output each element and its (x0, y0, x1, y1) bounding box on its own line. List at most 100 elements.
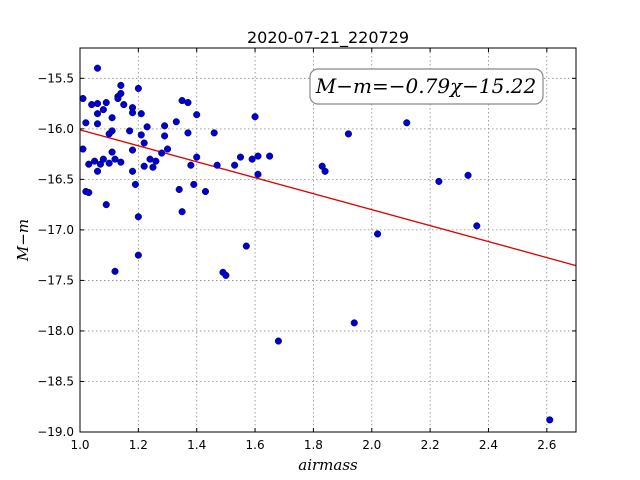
data-point (93, 110, 102, 118)
y-tick-label: −16.0 (37, 122, 74, 136)
data-point (134, 84, 142, 92)
data-point (102, 201, 110, 209)
data-point (222, 271, 230, 279)
data-point (79, 94, 87, 103)
y-tick-label: −17.0 (37, 223, 74, 237)
data-point (350, 319, 358, 327)
x-tick-label: 2.2 (421, 438, 440, 452)
data-point (143, 123, 151, 131)
axis-ticks: 1.0 1.2 1.4 1.6 1.8 2.0 2.2 2.4 2.6 −15.5 −16.0 −16… (37, 48, 576, 452)
data-point (473, 222, 481, 230)
x-tick-label: 1.4 (187, 438, 206, 452)
data-point (128, 167, 137, 175)
data-point (128, 109, 137, 117)
data-point (193, 111, 201, 119)
data-point (137, 110, 145, 118)
data-point (158, 149, 166, 157)
y-axis-label: M−m (14, 219, 32, 262)
data-point (344, 130, 352, 138)
data-point (131, 180, 139, 188)
x-tick-label: 2.4 (479, 438, 498, 452)
x-axis-label: airmass (298, 456, 358, 474)
data-point (251, 113, 259, 121)
data-point (152, 157, 160, 165)
data-point (108, 127, 116, 135)
data-point (254, 152, 262, 160)
data-point (93, 120, 102, 128)
fit-annotation-box: M−m=−0.79χ−15.22 (309, 68, 544, 105)
data-point (140, 139, 148, 147)
data-point (117, 89, 125, 98)
y-tick-label: −19.0 (37, 425, 74, 439)
data-point (134, 251, 142, 259)
fit-annotation-frame (309, 68, 544, 105)
data-point (93, 64, 102, 72)
data-point (137, 131, 145, 139)
data-point (134, 213, 142, 221)
chart-title: 2020-07-21_220729 (247, 28, 409, 48)
data-point (108, 148, 116, 156)
data-point (374, 230, 382, 238)
data-point (126, 127, 134, 135)
data-point (85, 188, 93, 197)
data-point (79, 145, 87, 153)
data-point (105, 159, 113, 167)
data-point (163, 145, 172, 153)
data-point (149, 163, 157, 171)
x-tick-label: 2.0 (362, 438, 381, 452)
data-point (102, 99, 110, 107)
data-point (140, 162, 148, 170)
y-tick-label: −16.5 (37, 172, 74, 186)
data-point (403, 119, 411, 127)
data-point (117, 158, 125, 166)
data-point (266, 152, 274, 160)
x-tick-label: 2.6 (537, 438, 556, 452)
data-point (120, 101, 128, 109)
data-point (201, 187, 210, 196)
data-point (99, 155, 107, 163)
data-point (210, 129, 218, 137)
data-point (161, 132, 169, 140)
y-tick-label: −17.5 (37, 273, 74, 287)
data-point (321, 167, 329, 175)
data-point (274, 337, 282, 345)
data-point (93, 167, 102, 175)
data-point (111, 155, 119, 163)
data-point (117, 81, 125, 89)
x-tick-label: 1.2 (129, 438, 148, 452)
data-point (213, 161, 221, 169)
data-point (546, 416, 554, 424)
fit-equation: M−m=−0.79χ−15.22 (315, 74, 536, 98)
y-tick-label: −18.5 (37, 374, 74, 388)
y-tick-label: −15.5 (37, 71, 74, 85)
data-point (99, 106, 107, 114)
data-point (93, 100, 102, 108)
data-point (187, 161, 195, 169)
data-point (108, 114, 116, 122)
y-tick-label: −18.0 (37, 324, 74, 338)
data-point (236, 153, 245, 161)
data-point (242, 242, 250, 250)
data-point (231, 161, 239, 169)
data-point (172, 118, 180, 126)
data-point (88, 101, 96, 109)
x-tick-label: 1.8 (304, 438, 323, 452)
x-tick-label: 1.0 (70, 438, 89, 452)
data-point (178, 208, 186, 216)
data-point (254, 170, 262, 178)
data-point (464, 171, 472, 179)
plot-frame (79, 47, 577, 433)
data-point (248, 155, 256, 163)
data-point (184, 99, 192, 107)
data-point (161, 122, 169, 130)
data-point (184, 129, 192, 137)
data-point (175, 185, 183, 194)
data-point (111, 267, 119, 275)
data-point (128, 146, 137, 154)
x-tick-label: 1.6 (246, 438, 265, 452)
data-point (435, 177, 443, 185)
data-point (82, 119, 90, 127)
data-points (79, 64, 554, 424)
data-point (190, 180, 198, 188)
